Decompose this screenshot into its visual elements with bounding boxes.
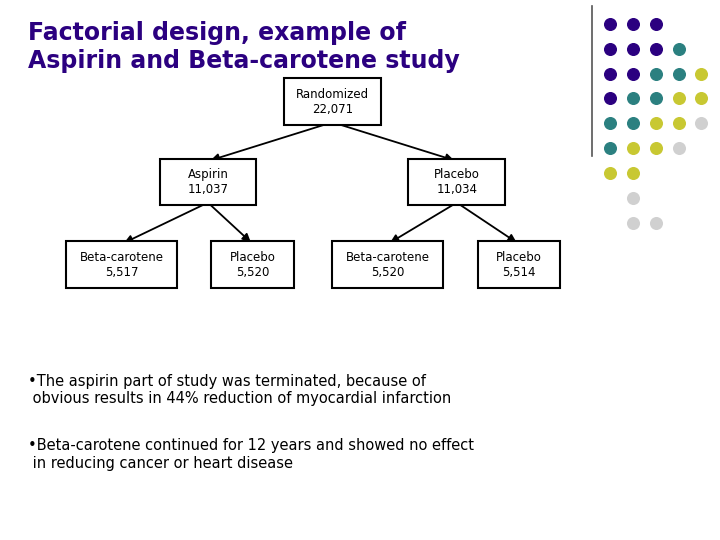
Point xyxy=(627,69,639,78)
Point xyxy=(605,144,616,152)
FancyBboxPatch shape xyxy=(333,241,443,288)
Text: Placebo
5,514: Placebo 5,514 xyxy=(496,251,542,279)
Point xyxy=(673,144,685,152)
Point xyxy=(605,119,616,127)
Point xyxy=(673,44,685,53)
Point xyxy=(673,94,685,103)
Point xyxy=(650,94,662,103)
Point xyxy=(696,94,707,103)
FancyBboxPatch shape xyxy=(212,241,294,288)
Text: Placebo
5,520: Placebo 5,520 xyxy=(230,251,276,279)
Text: Placebo
11,034: Placebo 11,034 xyxy=(434,168,480,196)
Point xyxy=(627,94,639,103)
Point xyxy=(650,44,662,53)
Point xyxy=(696,69,707,78)
Point xyxy=(650,219,662,227)
FancyBboxPatch shape xyxy=(66,241,177,288)
Point xyxy=(673,119,685,127)
Point xyxy=(627,19,639,28)
Point xyxy=(627,168,639,177)
Point xyxy=(605,19,616,28)
Point xyxy=(627,144,639,152)
Point xyxy=(627,44,639,53)
FancyBboxPatch shape xyxy=(284,78,381,125)
Point xyxy=(650,69,662,78)
Text: Beta-carotene
5,517: Beta-carotene 5,517 xyxy=(79,251,163,279)
Point xyxy=(605,168,616,177)
Text: Aspirin
11,037: Aspirin 11,037 xyxy=(187,168,228,196)
Point xyxy=(627,119,639,127)
Point xyxy=(605,44,616,53)
FancyBboxPatch shape xyxy=(408,159,505,205)
Text: •Beta-carotene continued for 12 years and showed no effect
 in reducing cancer o: •Beta-carotene continued for 12 years an… xyxy=(28,438,474,471)
Point xyxy=(627,194,639,202)
Text: Factorial design, example of
Aspirin and Beta-carotene study: Factorial design, example of Aspirin and… xyxy=(28,21,460,73)
Point xyxy=(627,219,639,227)
FancyBboxPatch shape xyxy=(477,241,560,288)
Point xyxy=(605,94,616,103)
Point xyxy=(650,19,662,28)
FancyBboxPatch shape xyxy=(160,159,256,205)
Text: Randomized
22,071: Randomized 22,071 xyxy=(296,87,369,116)
Point xyxy=(673,69,685,78)
Point xyxy=(650,119,662,127)
Text: •The aspirin part of study was terminated, because of
 obvious results in 44% re: •The aspirin part of study was terminate… xyxy=(28,374,451,406)
Point xyxy=(605,69,616,78)
Point xyxy=(696,119,707,127)
Text: Beta-carotene
5,520: Beta-carotene 5,520 xyxy=(346,251,430,279)
Point xyxy=(650,144,662,152)
